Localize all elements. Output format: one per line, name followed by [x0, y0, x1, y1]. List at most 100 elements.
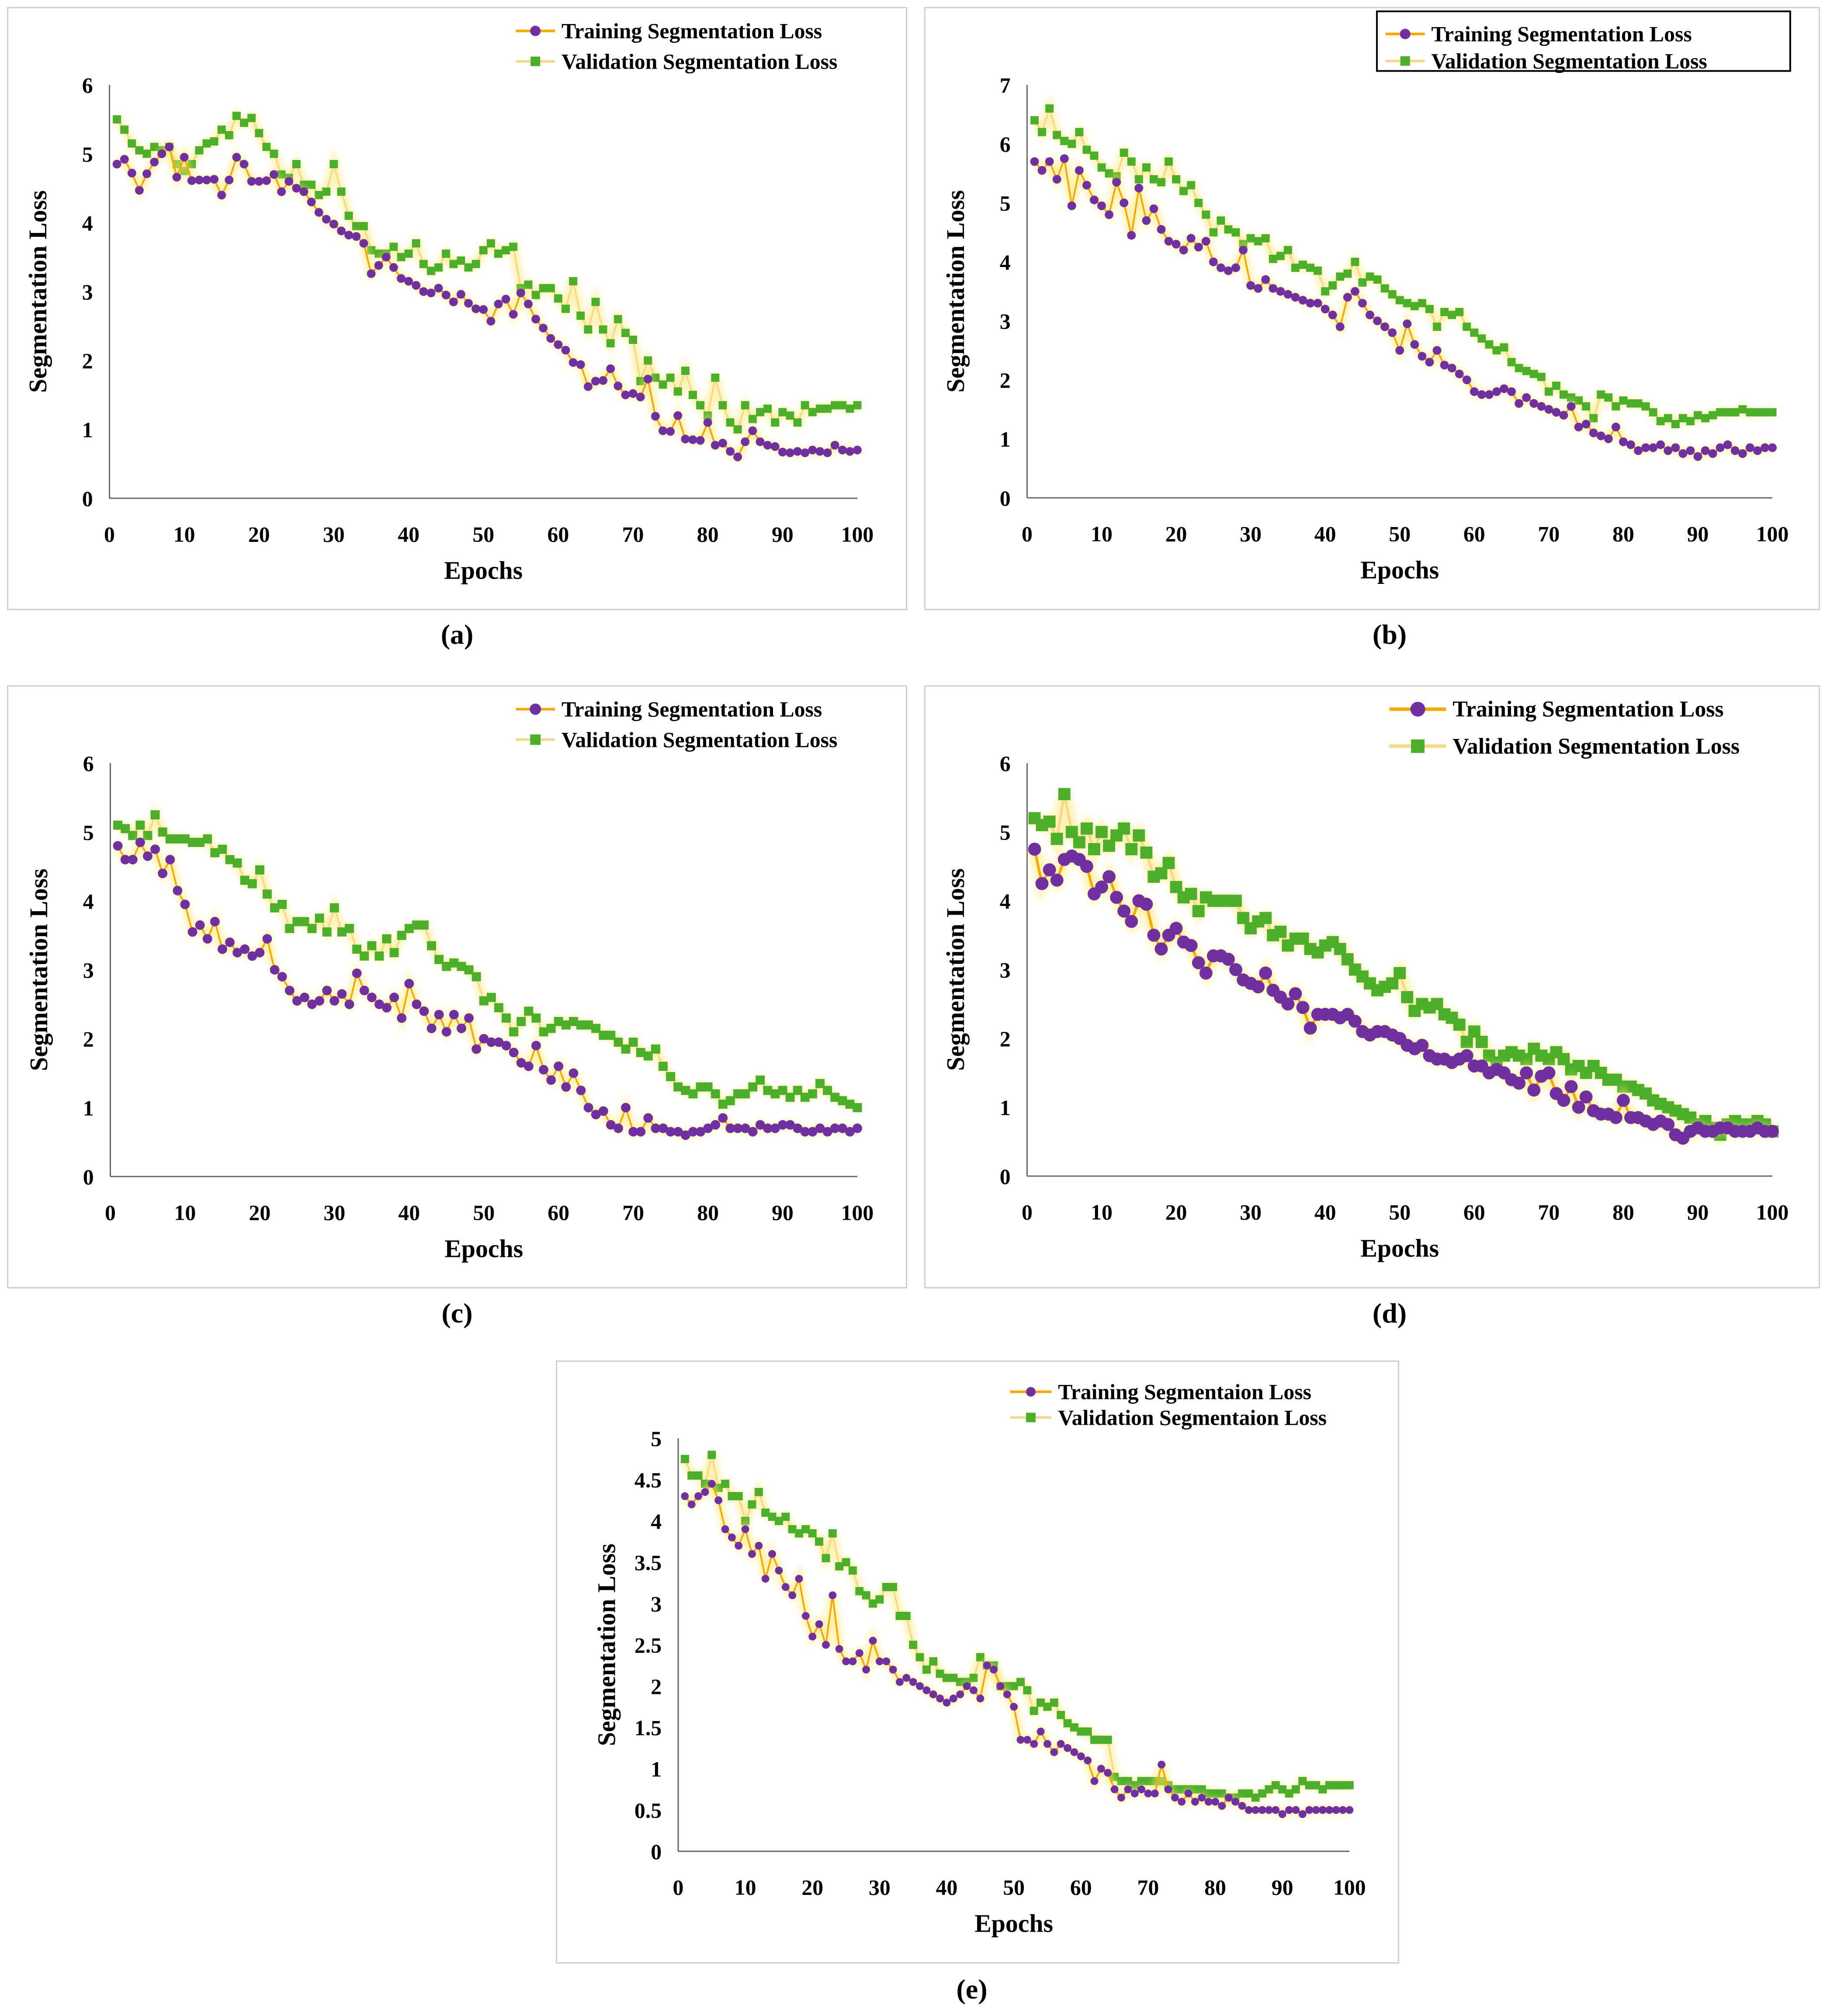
validation-point [546, 284, 555, 292]
legend-label: Training Segmentaion Loss [1058, 1380, 1311, 1404]
training-point [741, 1525, 749, 1534]
validation-point [419, 260, 428, 268]
x-tick-label: 60 [1070, 1876, 1092, 1900]
validation-point [1731, 408, 1740, 416]
validation-point [1057, 1711, 1065, 1719]
x-tick-label: 0 [673, 1876, 684, 1900]
training-point [703, 1123, 713, 1133]
training-line [684, 1483, 1350, 1815]
training-point [793, 447, 802, 456]
validation-point [1328, 281, 1337, 290]
training-point [210, 916, 220, 926]
x-tick-label: 0 [105, 1201, 116, 1225]
training-point [1209, 257, 1218, 267]
y-tick-label: 2 [1000, 1027, 1011, 1051]
x-tick-label: 50 [1389, 522, 1411, 546]
caption-a: (a) [440, 619, 474, 650]
x-tick-label: 100 [841, 523, 874, 547]
training-point [240, 944, 250, 954]
training-point [969, 1686, 978, 1694]
validation-point [509, 243, 518, 251]
validation-point [203, 834, 212, 844]
training-point [909, 1678, 917, 1686]
validation-point [1080, 822, 1093, 835]
y-tick-label: 4 [82, 211, 93, 235]
training-point [842, 1657, 850, 1666]
validation-point [1083, 1727, 1092, 1736]
legend-marker-training [1410, 701, 1425, 717]
validation-point [360, 951, 369, 961]
validation-point [1723, 408, 1732, 416]
training-point [756, 437, 765, 446]
x-axis-title: Epochs [1360, 556, 1439, 584]
validation-point [562, 305, 570, 313]
x-tick-label: 60 [548, 1201, 569, 1225]
validation-point [969, 1673, 978, 1682]
validation-point [1388, 290, 1397, 298]
validation-point [1453, 1018, 1466, 1031]
training-point [494, 1037, 504, 1047]
validation-point [1117, 1777, 1126, 1785]
training-point [830, 441, 839, 450]
y-tick-label: 7 [1000, 73, 1011, 97]
training-point [838, 445, 847, 455]
training-point [1016, 1736, 1025, 1744]
validation-point [554, 1017, 563, 1026]
validation-point [1305, 1781, 1314, 1790]
training-point [733, 1123, 743, 1133]
training-point [337, 989, 347, 999]
validation-point [644, 356, 652, 365]
training-point [801, 448, 810, 458]
legend-marker-validation [530, 734, 541, 745]
validation-point [1589, 414, 1598, 423]
training-point [299, 992, 309, 1003]
y-tick-label: 1 [83, 1096, 94, 1120]
training-point [621, 1103, 631, 1113]
legend-box [1376, 10, 1791, 72]
validation-point [1345, 1781, 1354, 1790]
validation-point [1336, 272, 1345, 281]
training-point [896, 1678, 904, 1686]
training-point [1104, 1769, 1112, 1777]
training-point [539, 323, 548, 333]
training-point [299, 187, 309, 196]
validation-point [442, 250, 451, 258]
series-glow [1031, 93, 1772, 430]
y-tick-label: 5 [82, 142, 93, 167]
validation-point [1768, 408, 1777, 416]
training-point [1542, 1066, 1556, 1079]
training-point [157, 149, 166, 158]
validation-point [636, 1048, 645, 1057]
training-point [651, 1123, 661, 1133]
training-point [389, 263, 398, 272]
training-point [1035, 877, 1049, 890]
y-axis-title: Segmentation Loss [593, 1544, 621, 1746]
caption-e: (e) [956, 1974, 988, 2005]
validation-point [1053, 131, 1061, 139]
legend-label: Validation Segmentation Loss [562, 728, 837, 752]
training-point [1060, 154, 1069, 163]
training-point [1529, 399, 1539, 408]
validation-point [479, 246, 488, 255]
validation-point [1246, 234, 1255, 243]
y-tick-label: 5 [1000, 821, 1011, 845]
training-point [1110, 891, 1123, 904]
validation-point [397, 930, 406, 940]
training-point [1325, 1806, 1334, 1814]
validation-point [1045, 104, 1054, 113]
validation-point [949, 1673, 958, 1682]
training-point [576, 1086, 586, 1096]
training-point [225, 937, 235, 947]
validation-point [1016, 1678, 1025, 1686]
validation-point [889, 1582, 898, 1591]
validation-point [1070, 1723, 1078, 1732]
training-point [232, 153, 241, 162]
y-tick-label: 4 [1000, 250, 1011, 274]
validation-point [1306, 264, 1315, 272]
validation-point [1440, 308, 1449, 316]
training-point [1641, 443, 1650, 452]
validation-point [628, 1037, 638, 1047]
training-point [1245, 1806, 1253, 1814]
validation-point [1103, 840, 1115, 852]
training-point [1292, 1806, 1300, 1814]
